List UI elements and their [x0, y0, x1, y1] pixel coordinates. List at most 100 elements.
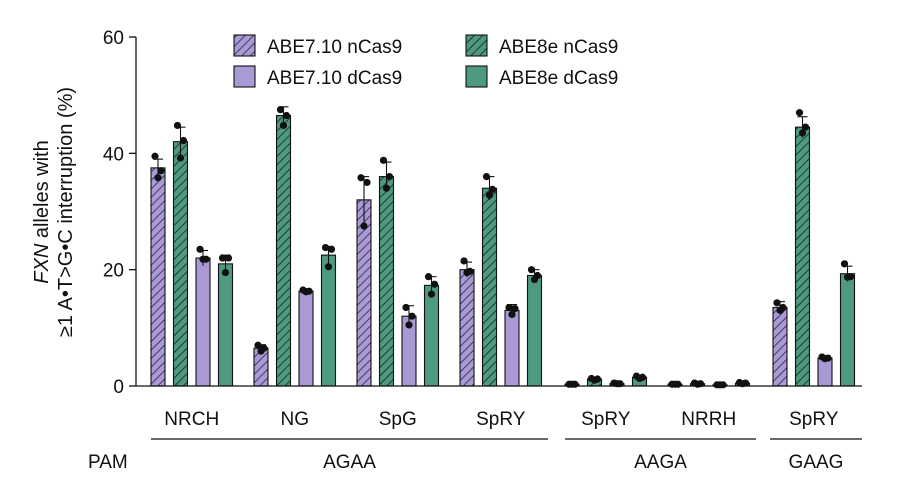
- y-tick-label: 60: [103, 28, 124, 49]
- replicate-point: [795, 109, 804, 117]
- bar: [839, 273, 856, 387]
- replicate-point: [363, 178, 371, 187]
- replicate-point: [408, 312, 416, 320]
- pam-group-label: GAAG: [789, 452, 844, 473]
- replicate-point: [327, 245, 336, 253]
- replicate-point: [488, 185, 497, 193]
- pam-group-label: AGAA: [323, 452, 376, 473]
- replicate-point: [157, 167, 165, 175]
- replicate-point: [527, 266, 536, 274]
- replicate-point: [282, 111, 291, 120]
- category-label: SpRY: [476, 409, 526, 430]
- replicate-point: [382, 184, 391, 192]
- replicate-point: [530, 275, 539, 284]
- replicate-point: [716, 381, 724, 389]
- y-tick-label: 20: [103, 261, 124, 282]
- legend-label: ABE7.10 dCas9: [267, 68, 402, 89]
- pam-label: PAM: [88, 452, 128, 473]
- bar: [217, 263, 234, 387]
- replicate-point: [798, 129, 807, 137]
- replicate-point: [635, 374, 644, 383]
- legend-swatch: [465, 34, 488, 57]
- replicate-point: [511, 305, 519, 313]
- legend-label: ABE7.10 nCas9: [267, 37, 402, 58]
- category-label: NRCH: [164, 409, 219, 430]
- replicate-point: [173, 121, 182, 130]
- bar: [298, 290, 314, 387]
- category-label: SpRY: [581, 409, 631, 430]
- replicate-point: [379, 156, 388, 164]
- replicate-point: [199, 255, 207, 263]
- replicate-point: [276, 106, 285, 114]
- category-label: SpG: [379, 409, 417, 430]
- replicate-point: [773, 299, 781, 307]
- bar: [320, 254, 337, 387]
- replicate-point: [427, 290, 436, 298]
- pam-group-label: AAGA: [634, 452, 687, 473]
- replicate-point: [218, 254, 227, 262]
- bar: [817, 357, 833, 387]
- replicate-point: [801, 123, 810, 131]
- y-axis-title-line1: FXN alleles with: [31, 140, 53, 283]
- replicate-point: [505, 303, 513, 312]
- replicate-point: [405, 321, 413, 329]
- bar: [772, 306, 788, 387]
- replicate-point: [460, 257, 468, 265]
- replicate-point: [360, 222, 368, 230]
- replicate-point: [324, 263, 333, 271]
- replicate-point: [843, 273, 852, 281]
- legend-label: ABE8e dCas9: [499, 68, 618, 89]
- replicate-point: [279, 121, 288, 130]
- replicate-point: [196, 245, 204, 253]
- replicate-point: [482, 173, 491, 181]
- replicate-point: [821, 355, 829, 363]
- y-axis-title: FXN alleles with ≥1 A•T>G•C interruption…: [31, 87, 77, 337]
- replicate-point: [430, 280, 439, 288]
- replicate-point: [302, 288, 310, 296]
- bar: [150, 167, 166, 387]
- bar: [172, 141, 189, 387]
- replicate-point: [221, 268, 230, 277]
- bar: [423, 284, 440, 387]
- category-label: NG: [281, 409, 310, 430]
- replicate-point: [402, 303, 410, 312]
- bar: [794, 126, 811, 387]
- bar: [481, 187, 498, 387]
- replicate-point: [840, 260, 849, 268]
- replicate-point: [154, 174, 162, 182]
- bar: [275, 114, 292, 387]
- legend-swatch: [233, 65, 256, 88]
- replicate-point: [568, 380, 576, 388]
- replicate-point: [151, 152, 159, 160]
- replicate-point: [776, 306, 784, 314]
- legend-label: ABE8e nCas9: [499, 37, 618, 58]
- replicate-point: [257, 347, 265, 355]
- bars: [150, 106, 856, 389]
- category-label: NRRH: [681, 409, 736, 430]
- replicate-point: [254, 341, 262, 349]
- category-label: SpRY: [789, 409, 839, 430]
- replicate-point: [590, 376, 599, 384]
- legend-swatch: [465, 65, 488, 88]
- replicate-point: [463, 268, 471, 277]
- y-tick-label: 40: [103, 144, 124, 165]
- replicate-point: [385, 173, 394, 181]
- replicate-point: [176, 154, 185, 162]
- replicate-point: [424, 273, 433, 281]
- replicate-point: [485, 191, 494, 199]
- replicate-point: [224, 254, 233, 262]
- x-axis: NRCH NG SpG SpRY SpRY NRRH SpRY AGAA AAGA GAAG: [136, 385, 862, 473]
- replicate-point: [321, 243, 330, 252]
- y-axis: 0 20 40 60: [103, 28, 137, 398]
- bar: [195, 257, 211, 387]
- replicate-point: [693, 380, 702, 388]
- bar: [504, 309, 520, 387]
- legend: ABE7.10 nCas9 ABE8e nCas9 ABE7.10 dCas9 ABE…: [233, 34, 618, 89]
- replicate-point: [179, 136, 188, 145]
- replicate-point: [671, 380, 679, 388]
- replicate-point: [508, 310, 516, 319]
- bar: [378, 176, 395, 387]
- y-axis-title-line2: ≥1 A•T>G•C interruption (%): [55, 87, 77, 337]
- y-tick-label: 0: [113, 377, 124, 398]
- legend-swatch: [233, 34, 256, 57]
